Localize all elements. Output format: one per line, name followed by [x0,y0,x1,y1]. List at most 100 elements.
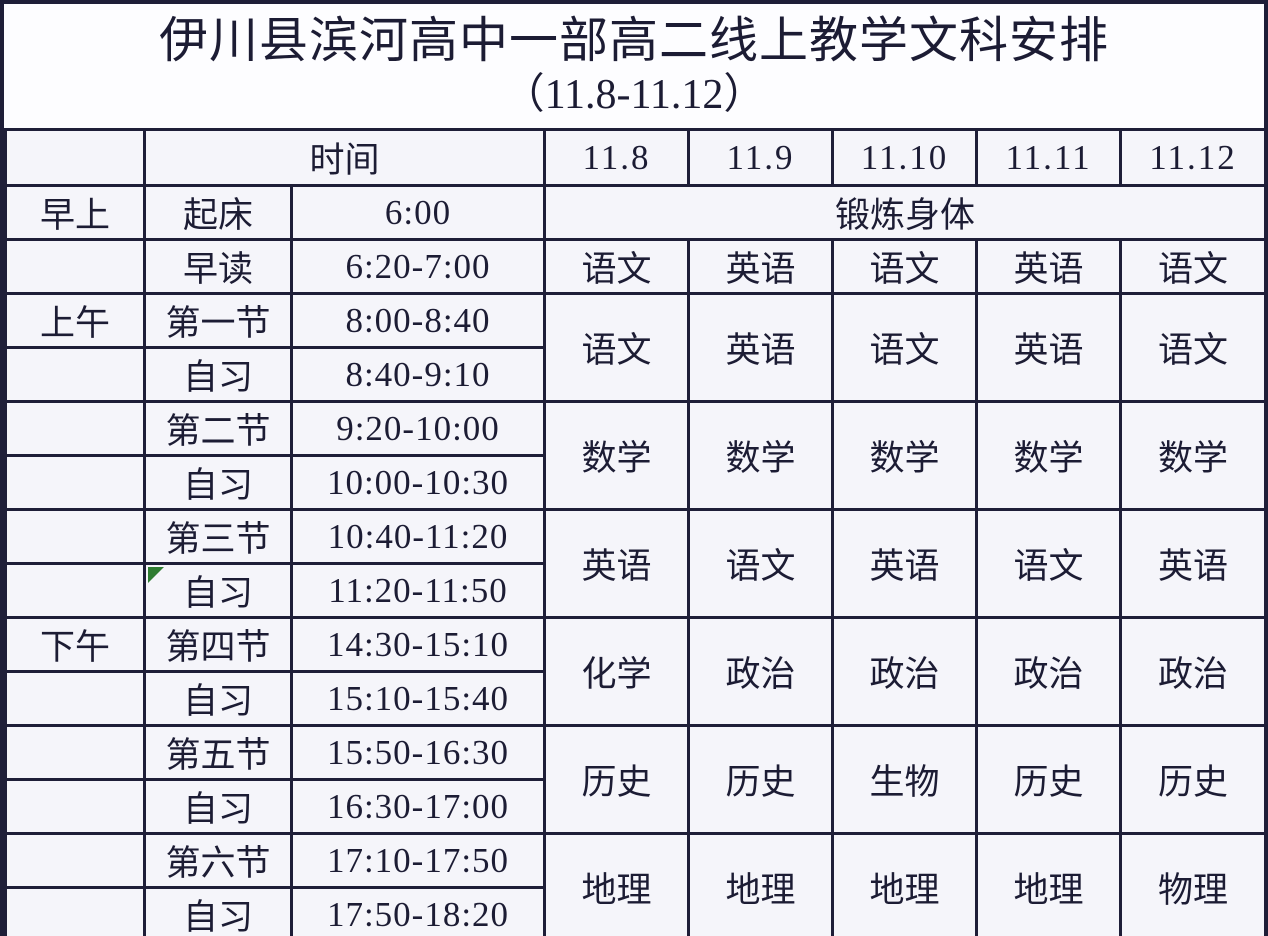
comment-corner-triangle-icon [148,567,164,583]
period-cell [4,400,146,457]
period-cell [4,346,146,403]
subject-cell: 地理 [687,832,835,936]
session-label-cell: 自习 [143,886,293,936]
exercise-banner-cell: 锻炼身体 [543,184,1264,241]
subject-cell: 政治 [687,616,835,727]
session-label-cell: 早读 [143,238,293,295]
period-cell: 早上 [4,184,146,241]
subject-cell: 英语 [687,238,835,295]
session-label-cell: 自习 [143,454,293,511]
date-header-cell: 11.8 [543,128,691,187]
subject-cell: 地理 [831,832,979,936]
title-block: 伊川县滨河高中一部高二线上教学文科安排 （11.8-11.12） [4,4,1264,128]
time-cell: 17:50-18:20 [289,886,547,936]
date-header-cell: 11.12 [1119,128,1264,187]
period-cell [4,778,146,835]
subject-cell: 数学 [687,400,835,511]
session-label-cell: 自习 [143,670,293,727]
period-cell [4,562,146,619]
subject-cell: 语文 [543,292,691,403]
subject-cell: 物理 [1119,832,1264,936]
table-header-row: 时间 11.8 11.9 11.10 11.11 11.12 [4,128,1264,187]
corner-cell [4,128,146,187]
period-cell [4,238,146,295]
table-row: 第二节 9:20-10:00 数学 数学 数学 数学 数学 [4,400,1264,511]
session-label-cell: 自习 [143,562,293,619]
session-label-cell: 第一节 [143,292,293,349]
time-cell: 6:20-7:00 [289,238,547,295]
subject-cell: 英语 [1119,508,1264,619]
subject-cell: 政治 [1119,616,1264,727]
subject-cell: 地理 [975,832,1123,936]
subject-cell: 语文 [975,508,1123,619]
period-cell [4,832,146,889]
time-cell: 15:10-15:40 [289,670,547,727]
session-label-cell: 起床 [143,184,293,241]
subject-cell: 英语 [975,238,1123,295]
subject-cell: 生物 [831,724,979,835]
table-row: 自习 17:50-18:20 [4,886,1265,936]
session-label-cell: 自习 [143,778,293,835]
table-row: 第六节 17:10-17:50 地理 地理 地理 地理 物理 [4,832,1264,936]
date-header-cell: 11.9 [687,128,835,187]
period-cell [4,670,146,727]
time-cell: 16:30-17:00 [289,778,547,835]
subject-cell: 历史 [975,724,1123,835]
table-row: 早上 起床 6:00 锻炼身体 [4,184,1264,241]
table-row: 自习 16:30-17:00 [4,778,1265,835]
session-label-cell: 第六节 [143,832,293,889]
subject-cell: 英语 [543,508,691,619]
subject-cell: 英语 [975,292,1123,403]
subject-cell: 历史 [687,724,835,835]
time-cell: 8:40-9:10 [289,346,547,403]
time-cell: 9:20-10:00 [289,400,547,457]
time-cell: 10:00-10:30 [289,454,547,511]
period-cell [4,508,146,565]
subject-cell: 英语 [687,292,835,403]
time-cell: 6:00 [289,184,547,241]
time-cell: 8:00-8:40 [289,292,547,349]
time-cell: 11:20-11:50 [289,562,547,619]
table-row: 自习 8:40-9:10 [4,346,1265,403]
subject-cell: 数学 [1119,400,1264,511]
date-range-subtitle: （11.8-11.12） [502,71,766,118]
subject-cell: 语文 [1119,238,1264,295]
subject-cell: 政治 [975,616,1123,727]
subject-cell: 数学 [831,400,979,511]
schedule-table: 时间 11.8 11.9 11.10 11.11 11.12 早上 起床 6:0… [4,128,1265,936]
time-cell: 17:10-17:50 [289,832,547,889]
subject-cell: 地理 [543,832,691,936]
period-cell [4,724,146,781]
subject-cell: 数学 [975,400,1123,511]
time-cell: 10:40-11:20 [289,508,547,565]
subject-cell: 历史 [543,724,691,835]
table-row: 下午 第四节 14:30-15:10 化学 政治 政治 政治 政治 [4,616,1264,727]
subject-cell: 化学 [543,616,691,727]
table-row: 第三节 10:40-11:20 英语 语文 英语 语文 英语 [4,508,1264,619]
subject-cell: 语文 [1119,292,1264,403]
time-header-cell: 时间 [142,128,547,187]
table-row: 早读 6:20-7:00 语文 英语 语文 英语 语文 [4,238,1264,295]
period-cell: 下午 [4,616,146,673]
subject-cell: 语文 [543,238,691,295]
session-label-cell: 第五节 [143,724,293,781]
subject-cell: 语文 [687,508,835,619]
session-label-cell: 第四节 [143,616,293,673]
session-label-cell: 第三节 [143,508,293,565]
subject-cell: 英语 [831,508,979,619]
table-row: 上午 第一节 8:00-8:40 语文 英语 语文 英语 语文 [4,292,1264,403]
subject-cell: 政治 [831,616,979,727]
table-row: 第五节 15:50-16:30 历史 历史 生物 历史 历史 [4,724,1264,835]
table-row: 自习 15:10-15:40 [4,670,1265,727]
page-title: 伊川县滨河高中一部高二线上教学文科安排 [158,12,1109,68]
table-row: 自习 11:20-11:50 [4,562,1265,619]
time-cell: 14:30-15:10 [289,616,547,673]
subject-cell: 数学 [543,400,691,511]
subject-cell: 语文 [831,292,979,403]
session-label-cell: 自习 [143,346,293,403]
session-label: 自习 [182,574,253,613]
subject-cell: 历史 [1119,724,1264,835]
table-row: 自习 10:00-10:30 [4,454,1265,511]
period-cell [4,454,146,511]
